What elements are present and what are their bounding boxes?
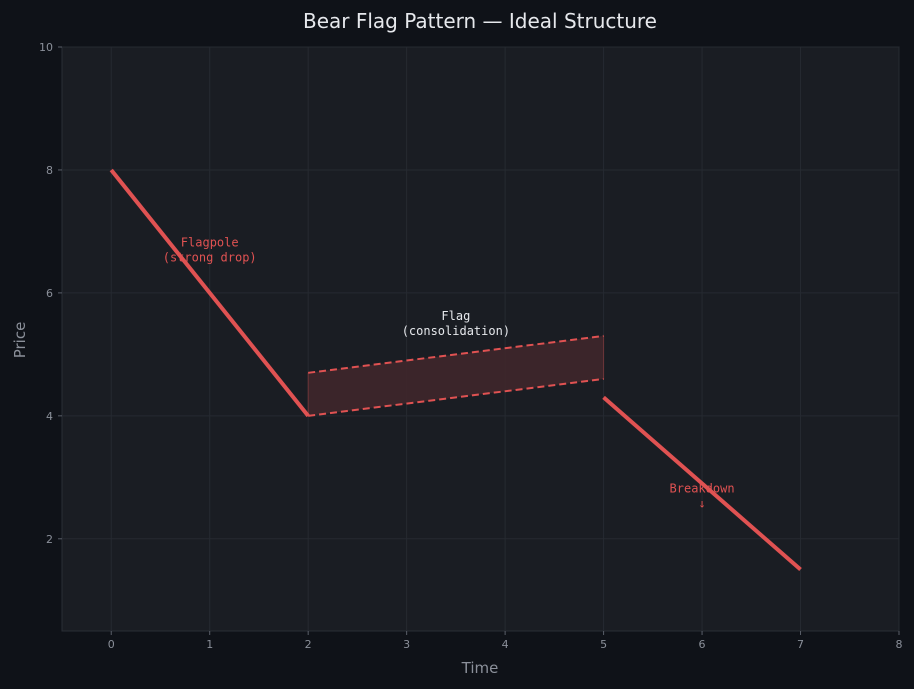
y-tick-label: 2 xyxy=(46,533,53,546)
flag-upper-line xyxy=(308,334,604,374)
y-tick-label: 4 xyxy=(46,410,53,423)
flagpole-line xyxy=(109,168,310,418)
x-tick-label: 7 xyxy=(797,638,804,651)
x-tick-label: 0 xyxy=(108,638,115,651)
x-axis-label: Time xyxy=(461,659,499,677)
chart-title: Bear Flag Pattern — Ideal Structure xyxy=(303,9,657,33)
breakdown-annotation: ↓ xyxy=(698,496,705,510)
flag-band xyxy=(308,335,604,416)
y-tick-label: 10 xyxy=(39,41,53,54)
y-tick-label: 6 xyxy=(46,287,53,300)
breakdown-annotation: Breakdown xyxy=(670,481,735,495)
x-tick-label: 3 xyxy=(403,638,410,651)
x-tick-label: 5 xyxy=(600,638,607,651)
x-tick-label: 2 xyxy=(305,638,312,651)
x-tick-label: 1 xyxy=(206,638,213,651)
flag-annotation: (consolidation) xyxy=(402,324,510,338)
flagpole-annotation: (strong drop) xyxy=(163,250,257,264)
flag-lower-line xyxy=(308,377,604,417)
x-tick-label: 8 xyxy=(896,638,903,651)
flag-annotation: Flag xyxy=(441,309,470,323)
x-tick-label: 6 xyxy=(699,638,706,651)
flagpole-annotation: Flagpole xyxy=(181,235,239,249)
breakdown-line xyxy=(602,395,802,572)
y-axis-label: Price xyxy=(11,322,29,359)
y-tick-label: 8 xyxy=(46,164,53,177)
x-tick-label: 4 xyxy=(502,638,509,651)
